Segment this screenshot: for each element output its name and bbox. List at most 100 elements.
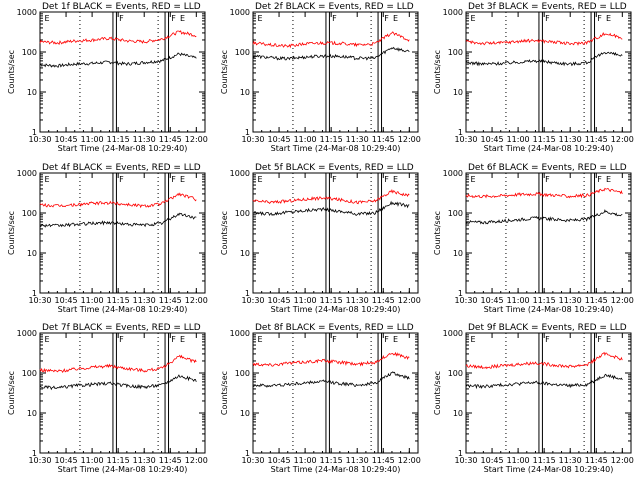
region-label: F xyxy=(384,175,389,184)
events-series-line xyxy=(465,209,623,225)
region-label: F xyxy=(332,14,337,23)
x-axis-label: Start Time (24-Mar-08 10:29:40) xyxy=(484,465,614,474)
region-label: E xyxy=(257,14,262,23)
plot-frame xyxy=(465,332,632,454)
region-label: F xyxy=(119,14,124,23)
region-label: E xyxy=(393,175,398,184)
region-label: F xyxy=(545,14,550,23)
x-tick-label: 11:15 xyxy=(320,296,343,305)
y-tick-label: 10 xyxy=(240,88,250,97)
events-series-line xyxy=(252,200,410,217)
x-tick-label: 11:00 xyxy=(507,456,530,465)
x-tick-label: 10:45 xyxy=(55,456,78,465)
x-tick-label: 10:45 xyxy=(55,296,78,305)
region-label: E xyxy=(393,335,398,344)
x-tick-label: 11:15 xyxy=(320,135,343,144)
y-tick-label: 10 xyxy=(453,88,463,97)
x-axis-label: Start Time (24-Mar-08 10:29:40) xyxy=(271,465,401,474)
panel-title: Det 6f BLACK = Events, RED = LLD xyxy=(468,163,627,173)
x-tick-label: 11:45 xyxy=(159,456,182,465)
region-label: E xyxy=(180,335,185,344)
region-label: E xyxy=(393,14,398,23)
detector-panel: Det 1f BLACK = Events, RED = LLD 1 10 100 10… xyxy=(7,2,208,153)
detector-panel: Det 3f BLACK = Events, RED = LLD 1 10 100 10… xyxy=(433,2,634,153)
y-tick-label: 1000 xyxy=(443,169,463,178)
y-tick-label: 100 xyxy=(448,209,463,218)
x-axis-label: Start Time (24-Mar-08 10:29:40) xyxy=(58,465,188,474)
region-label: E xyxy=(470,14,475,23)
x-tick-label: 11:00 xyxy=(81,296,104,305)
panel-title: Det 5f BLACK = Events, RED = LLD xyxy=(255,163,414,173)
events-series-line xyxy=(465,373,623,390)
x-axis-label: Start Time (24-Mar-08 10:29:40) xyxy=(271,305,401,314)
detector-panel: Det 6f BLACK = Events, RED = LLD 1 10 100 10… xyxy=(433,163,634,314)
lld-series-line xyxy=(39,192,197,209)
x-tick-label: 11:30 xyxy=(346,135,369,144)
region-label: E xyxy=(606,14,611,23)
y-tick-label: 1 xyxy=(245,449,250,458)
panel-title: Det 1f BLACK = Events, RED = LLD xyxy=(42,2,201,12)
x-tick-label: 10:45 xyxy=(55,135,78,144)
region-label: F xyxy=(171,175,176,184)
lld-series-line xyxy=(39,354,197,373)
x-tick-label: 11:15 xyxy=(533,456,556,465)
x-tick-label: 12:00 xyxy=(398,456,421,465)
x-tick-label: 11:45 xyxy=(372,456,395,465)
x-tick-label: 11:30 xyxy=(133,135,156,144)
x-tick-label: 11:45 xyxy=(372,296,395,305)
x-tick-label: 11:15 xyxy=(320,456,343,465)
lld-series-line xyxy=(465,187,623,199)
region-label: F xyxy=(545,175,550,184)
y-tick-label: 1000 xyxy=(17,169,37,178)
x-tick-label: 10:30 xyxy=(454,135,477,144)
region-label: E xyxy=(606,175,611,184)
events-series-line xyxy=(465,51,623,67)
y-tick-label: 100 xyxy=(235,48,250,57)
y-axis-label: Counts/sec xyxy=(433,211,442,255)
y-tick-label: 10 xyxy=(453,249,463,258)
y-tick-label: 100 xyxy=(22,48,37,57)
region-label: F xyxy=(384,335,389,344)
region-label: E xyxy=(470,175,475,184)
x-tick-label: 11:00 xyxy=(81,456,104,465)
region-label: F xyxy=(119,335,124,344)
plot-frame xyxy=(252,172,419,294)
x-tick-label: 12:00 xyxy=(185,135,208,144)
lld-series-line xyxy=(465,351,623,370)
y-tick-label: 1 xyxy=(458,128,463,137)
x-tick-label: 10:30 xyxy=(241,296,264,305)
y-axis-label: Counts/sec xyxy=(220,50,229,94)
x-tick-label: 10:30 xyxy=(454,296,477,305)
x-tick-label: 10:45 xyxy=(268,135,291,144)
events-series-line xyxy=(39,374,197,391)
panel-title: Det 9f BLACK = Events, RED = LLD xyxy=(468,323,627,333)
events-series-line xyxy=(252,46,410,61)
y-axis-label: Counts/sec xyxy=(220,211,229,255)
panel-title: Det 3f BLACK = Events, RED = LLD xyxy=(468,2,627,12)
y-tick-label: 1000 xyxy=(17,329,37,338)
region-label: F xyxy=(119,175,124,184)
x-tick-label: 11:15 xyxy=(107,296,130,305)
x-axis-label: Start Time (24-Mar-08 10:29:40) xyxy=(484,305,614,314)
plot-frame xyxy=(39,332,206,454)
x-tick-label: 12:00 xyxy=(611,296,634,305)
y-tick-label: 100 xyxy=(448,48,463,57)
y-axis-label: Counts/sec xyxy=(7,211,16,255)
x-tick-label: 12:00 xyxy=(185,456,208,465)
detector-panel: Det 5f BLACK = Events, RED = LLD 1 10 100 10… xyxy=(220,163,421,314)
region-label: F xyxy=(332,175,337,184)
x-axis-label: Start Time (24-Mar-08 10:29:40) xyxy=(58,305,188,314)
y-tick-label: 1000 xyxy=(230,329,250,338)
x-axis-label: Start Time (24-Mar-08 10:29:40) xyxy=(484,144,614,153)
region-label: E xyxy=(470,335,475,344)
y-tick-label: 1000 xyxy=(230,169,250,178)
region-label: F xyxy=(597,335,602,344)
detector-panel: Det 7f BLACK = Events, RED = LLD 1 10 100 10… xyxy=(7,323,208,474)
x-tick-label: 12:00 xyxy=(611,456,634,465)
y-tick-label: 1 xyxy=(458,289,463,298)
events-series-line xyxy=(39,52,197,68)
x-tick-label: 11:15 xyxy=(533,135,556,144)
y-tick-label: 1 xyxy=(245,128,250,137)
x-tick-label: 11:45 xyxy=(585,456,608,465)
